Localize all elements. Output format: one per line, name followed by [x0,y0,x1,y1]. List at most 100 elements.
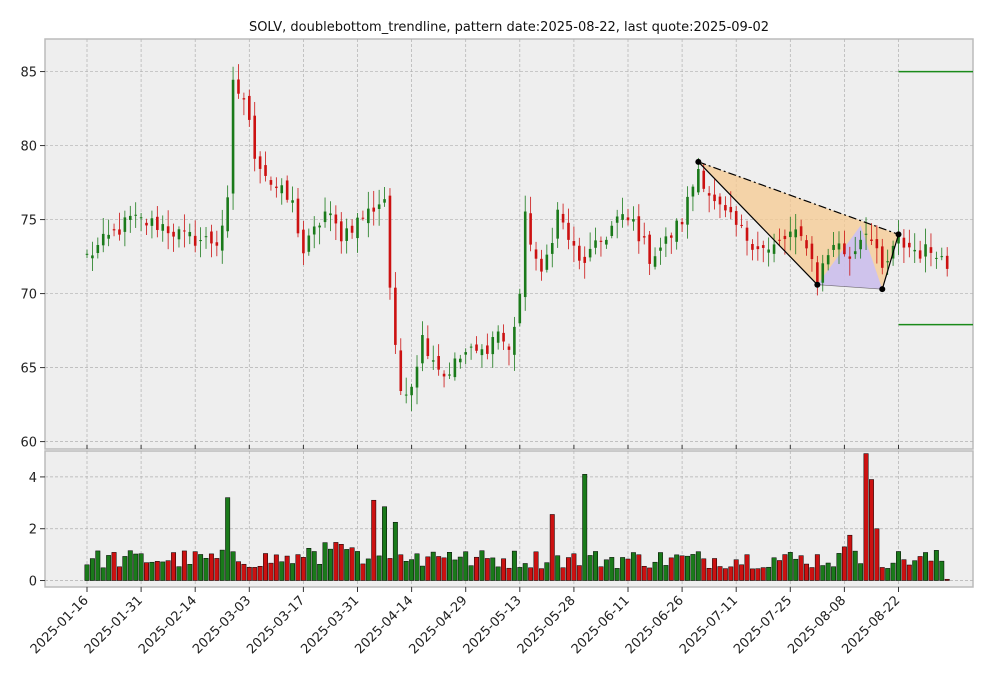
volume-bar [214,558,220,581]
candle-body [529,213,532,245]
volume-bar [560,567,566,581]
candle-body [707,193,711,196]
candle-body [415,366,419,388]
candle-body [772,244,776,254]
volume-bar [890,562,896,581]
volume-bar [685,555,690,581]
volume-bar [360,563,366,581]
volume-bar [555,555,561,581]
volume-bar [149,561,155,581]
candle-body [296,198,300,234]
candle-body [204,236,208,238]
candle-body [659,247,662,251]
candle-body [578,245,581,261]
volume-bar [268,562,274,581]
volume-bar [620,557,626,581]
candle-body [523,211,527,298]
candle-body [826,255,830,265]
candle-body [464,352,467,355]
candle-body [410,386,413,396]
candle-body [859,239,862,250]
candle-body [556,209,559,239]
candle-body [442,373,446,377]
volume-bar [349,547,355,581]
candle-body [615,216,619,223]
candle-body [713,194,716,202]
volume-bar [490,557,496,581]
volume-bar [630,552,636,581]
candle-body [810,243,814,260]
candle-body [778,239,781,241]
candle-body [118,229,121,235]
candle-body [469,346,473,348]
volume-bar [841,546,847,581]
volume-bar [501,558,507,581]
volume-bar [603,559,609,581]
volume-bar [517,567,523,581]
candle-body [686,196,689,225]
candle-body [112,229,116,231]
candle-body [621,214,624,220]
volume-bar [117,566,122,581]
volume-bar [355,551,360,581]
volume-bar [836,553,842,581]
volume-bar [847,534,853,581]
candle-body [145,222,148,226]
volume-bar [165,560,171,581]
candle-body [458,358,462,363]
candle-body [329,213,332,216]
candle-body [377,204,381,209]
volume-bar [392,521,398,581]
candle-body [421,335,424,364]
candle-body [372,207,376,212]
pattern-line [881,234,900,290]
volume-bar [869,479,874,581]
candle-body [345,228,348,241]
volume-bar [679,555,685,581]
volume-bar [127,550,133,581]
candle-body [383,199,386,203]
volume-bar [365,558,371,581]
pattern-point [814,281,821,288]
candle-body [156,216,159,230]
volume-tick-label: 0 [29,575,37,590]
volume-bar [652,561,658,581]
volume-bar [544,562,550,581]
candle-body [231,79,235,194]
volume-bar [290,563,296,581]
volume-bar [333,542,339,581]
candle-body [248,95,251,120]
volume-bar [641,565,647,581]
candle-body [724,205,727,211]
volume-bar [208,553,214,581]
volume-bar [436,556,442,581]
candle-body [924,244,927,257]
volume-bar [257,565,263,581]
volume-bar [744,554,750,581]
volume-bar [771,557,777,581]
candle-body [480,349,484,356]
volume-bar [344,549,350,581]
volume-bar [809,567,815,581]
volume-bar [495,566,501,581]
volume-bar [885,568,891,581]
volume-bar [144,562,149,581]
candle-body [188,231,192,237]
candle-body [718,196,722,205]
volume-bar [939,560,945,581]
volume-bar [614,568,620,581]
volume-bar [760,567,766,581]
price-tick-label: 70 [20,288,37,303]
candle-body [832,244,835,250]
candle-body [399,350,403,392]
candle-body [821,263,825,283]
price-tick-label: 65 [20,362,37,377]
candle-body [339,221,343,242]
candle-body [805,240,808,249]
volume-bar [712,558,718,581]
volume-bar [549,514,555,581]
candle-body [161,224,165,231]
price-tick-label: 80 [20,140,37,155]
candle-body [91,255,94,259]
trendline [698,161,899,235]
